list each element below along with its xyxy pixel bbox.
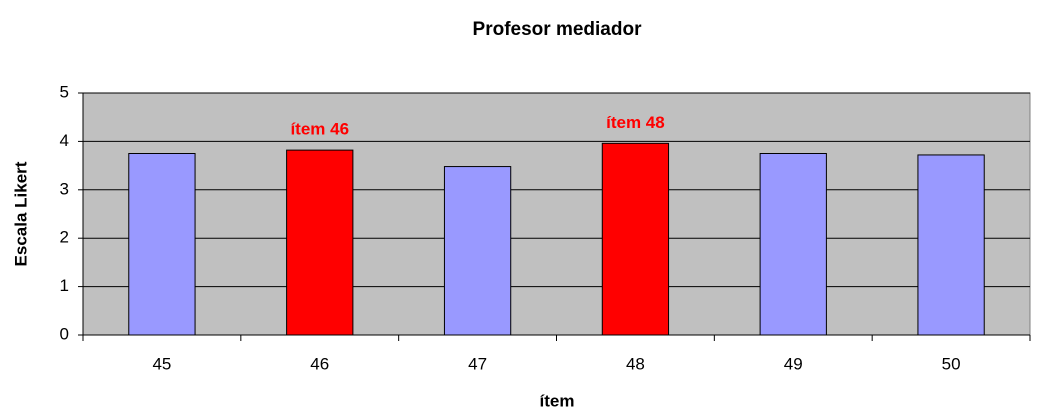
bar	[286, 149, 354, 336]
plot-area	[82, 92, 1031, 336]
bar	[443, 166, 512, 336]
y-tick-label: 2	[60, 228, 69, 247]
x-axis-label: ítem	[540, 391, 575, 410]
x-tick-label: 47	[468, 354, 487, 373]
x-tick-label: 49	[784, 354, 803, 373]
x-tick-label: 50	[942, 354, 961, 373]
bar	[128, 153, 196, 336]
annotation: ítem 48	[606, 113, 665, 132]
chart-title: Profesor mediador	[473, 19, 643, 40]
bar	[759, 153, 827, 336]
bar	[917, 154, 985, 336]
y-axis-label: Escala Likert	[11, 161, 30, 266]
y-tick-label: 4	[60, 131, 69, 150]
annotation: ítem 46	[290, 120, 349, 139]
bar	[601, 142, 670, 336]
x-tick-label: 46	[310, 354, 329, 373]
y-tick-label: 5	[60, 82, 69, 101]
x-tick-label: 48	[626, 354, 645, 373]
y-tick-label: 0	[60, 324, 69, 343]
y-tick-label: 3	[60, 179, 69, 198]
y-tick-label: 1	[60, 276, 69, 295]
x-tick-label: 45	[152, 354, 171, 373]
